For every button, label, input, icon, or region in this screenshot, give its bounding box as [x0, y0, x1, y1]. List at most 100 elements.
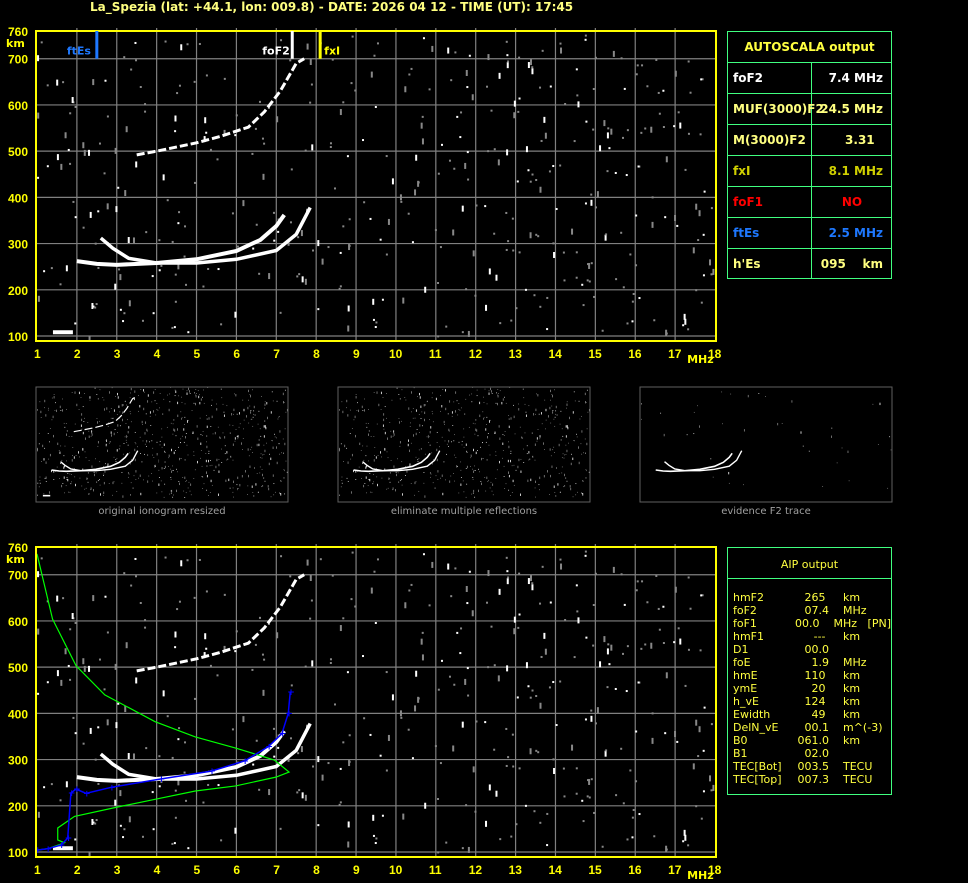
noise-dot: [459, 136, 462, 139]
noise-dot: [593, 295, 596, 298]
noise-dot: [147, 394, 149, 397]
noise-dot: [216, 408, 218, 411]
noise-dot: [279, 430, 281, 433]
noise-dot: [662, 605, 665, 608]
noise-dot: [584, 554, 587, 557]
noise-dot: [283, 469, 285, 471]
noise-dot: [202, 431, 204, 432]
noise-dot: [509, 387, 511, 388]
aip-title: AIP output: [728, 548, 891, 579]
noise-dot: [547, 415, 549, 418]
noise-dot: [436, 448, 438, 452]
noise-dot: [449, 400, 451, 403]
noise-dot: [70, 483, 72, 485]
noise-dot: [200, 442, 202, 445]
noise-dot: [503, 434, 505, 436]
noise-dot: [407, 443, 409, 447]
noise-dot: [38, 443, 40, 445]
noise-dot: [408, 407, 410, 410]
noise-dot: [211, 415, 213, 419]
noise-dot: [122, 495, 124, 498]
noise-dot: [506, 54, 509, 57]
noise-dot: [267, 416, 268, 420]
noise-dot: [456, 115, 459, 118]
noise-dot: [546, 812, 549, 815]
noise-dot: [531, 68, 534, 75]
noise-dot: [512, 765, 515, 768]
noise-dot: [543, 632, 546, 639]
y-tick-label: 760: [8, 25, 28, 39]
param-unit: MHz: [843, 604, 867, 617]
noise-dot: [476, 429, 478, 432]
noise-dot: [181, 402, 183, 403]
noise-dot: [537, 428, 539, 430]
noise-dot: [74, 838, 77, 841]
param-unit: km: [843, 669, 861, 682]
noise-dot: [419, 432, 420, 433]
aip-row: hmF2 265 km: [733, 591, 891, 604]
noise-dot: [390, 460, 392, 461]
noise-dot: [373, 473, 374, 475]
noise-dot: [103, 473, 105, 475]
noise-dot: [560, 47, 563, 54]
noise-dot: [638, 297, 641, 300]
noise-dot: [560, 439, 562, 441]
noise-dot: [141, 461, 143, 463]
noise-dot: [361, 405, 363, 409]
noise-dot: [381, 298, 384, 301]
noise-dot: [677, 111, 680, 114]
noise-dot: [80, 397, 82, 398]
noise-dot: [99, 461, 101, 463]
noise-dot: [104, 595, 107, 598]
autoscala-row: foF2 7.4 MHz: [728, 63, 891, 94]
noise-dot: [113, 432, 115, 436]
noise-dot: [375, 321, 378, 324]
noise-dot: [61, 484, 63, 488]
param-name: h'Es: [728, 249, 812, 279]
noise-dot: [487, 54, 490, 61]
noise-dot: [174, 789, 177, 792]
noise-dot: [368, 433, 369, 436]
noise-dot: [641, 580, 644, 583]
noise-dot: [37, 811, 40, 818]
noise-dot: [259, 466, 261, 468]
noise-dot: [234, 437, 236, 440]
noise-dot: [91, 430, 93, 433]
noise-dot: [417, 461, 419, 462]
noise-dot: [436, 431, 438, 433]
noise-dot: [154, 464, 156, 466]
noise-dot: [205, 590, 208, 593]
noise-dot: [69, 162, 72, 165]
noise-dot: [410, 67, 413, 70]
noise-dot: [113, 456, 115, 458]
noise-dot: [458, 441, 460, 443]
noise-dot: [518, 97, 521, 100]
noise-dot: [521, 438, 523, 439]
noise-dot: [437, 281, 440, 284]
noise-dot: [674, 214, 677, 221]
noise-dot: [83, 149, 86, 156]
noise-dot: [177, 779, 180, 786]
noise-dot: [650, 642, 653, 649]
noise-dot: [184, 416, 186, 418]
noise-dot: [535, 408, 537, 412]
noise-dot: [421, 654, 424, 661]
noise-dot: [710, 207, 713, 210]
noise-dot: [402, 813, 405, 820]
noise-dot: [270, 411, 272, 414]
noise-dot: [185, 481, 187, 482]
noise-dot: [588, 262, 591, 269]
noise-dot: [445, 389, 446, 392]
noise-dot: [216, 674, 219, 677]
noise-dot: [487, 481, 489, 482]
true-height-point: +: [279, 730, 287, 740]
noise-dot: [83, 665, 86, 672]
noise-dot: [497, 159, 500, 166]
noise-dot: [198, 558, 201, 561]
noise-dot: [173, 428, 175, 431]
noise-dot: [264, 449, 266, 453]
noise-dot: [574, 440, 575, 442]
noise-dot: [253, 410, 255, 412]
noise-dot: [383, 418, 385, 422]
noise-dot: [493, 148, 496, 151]
